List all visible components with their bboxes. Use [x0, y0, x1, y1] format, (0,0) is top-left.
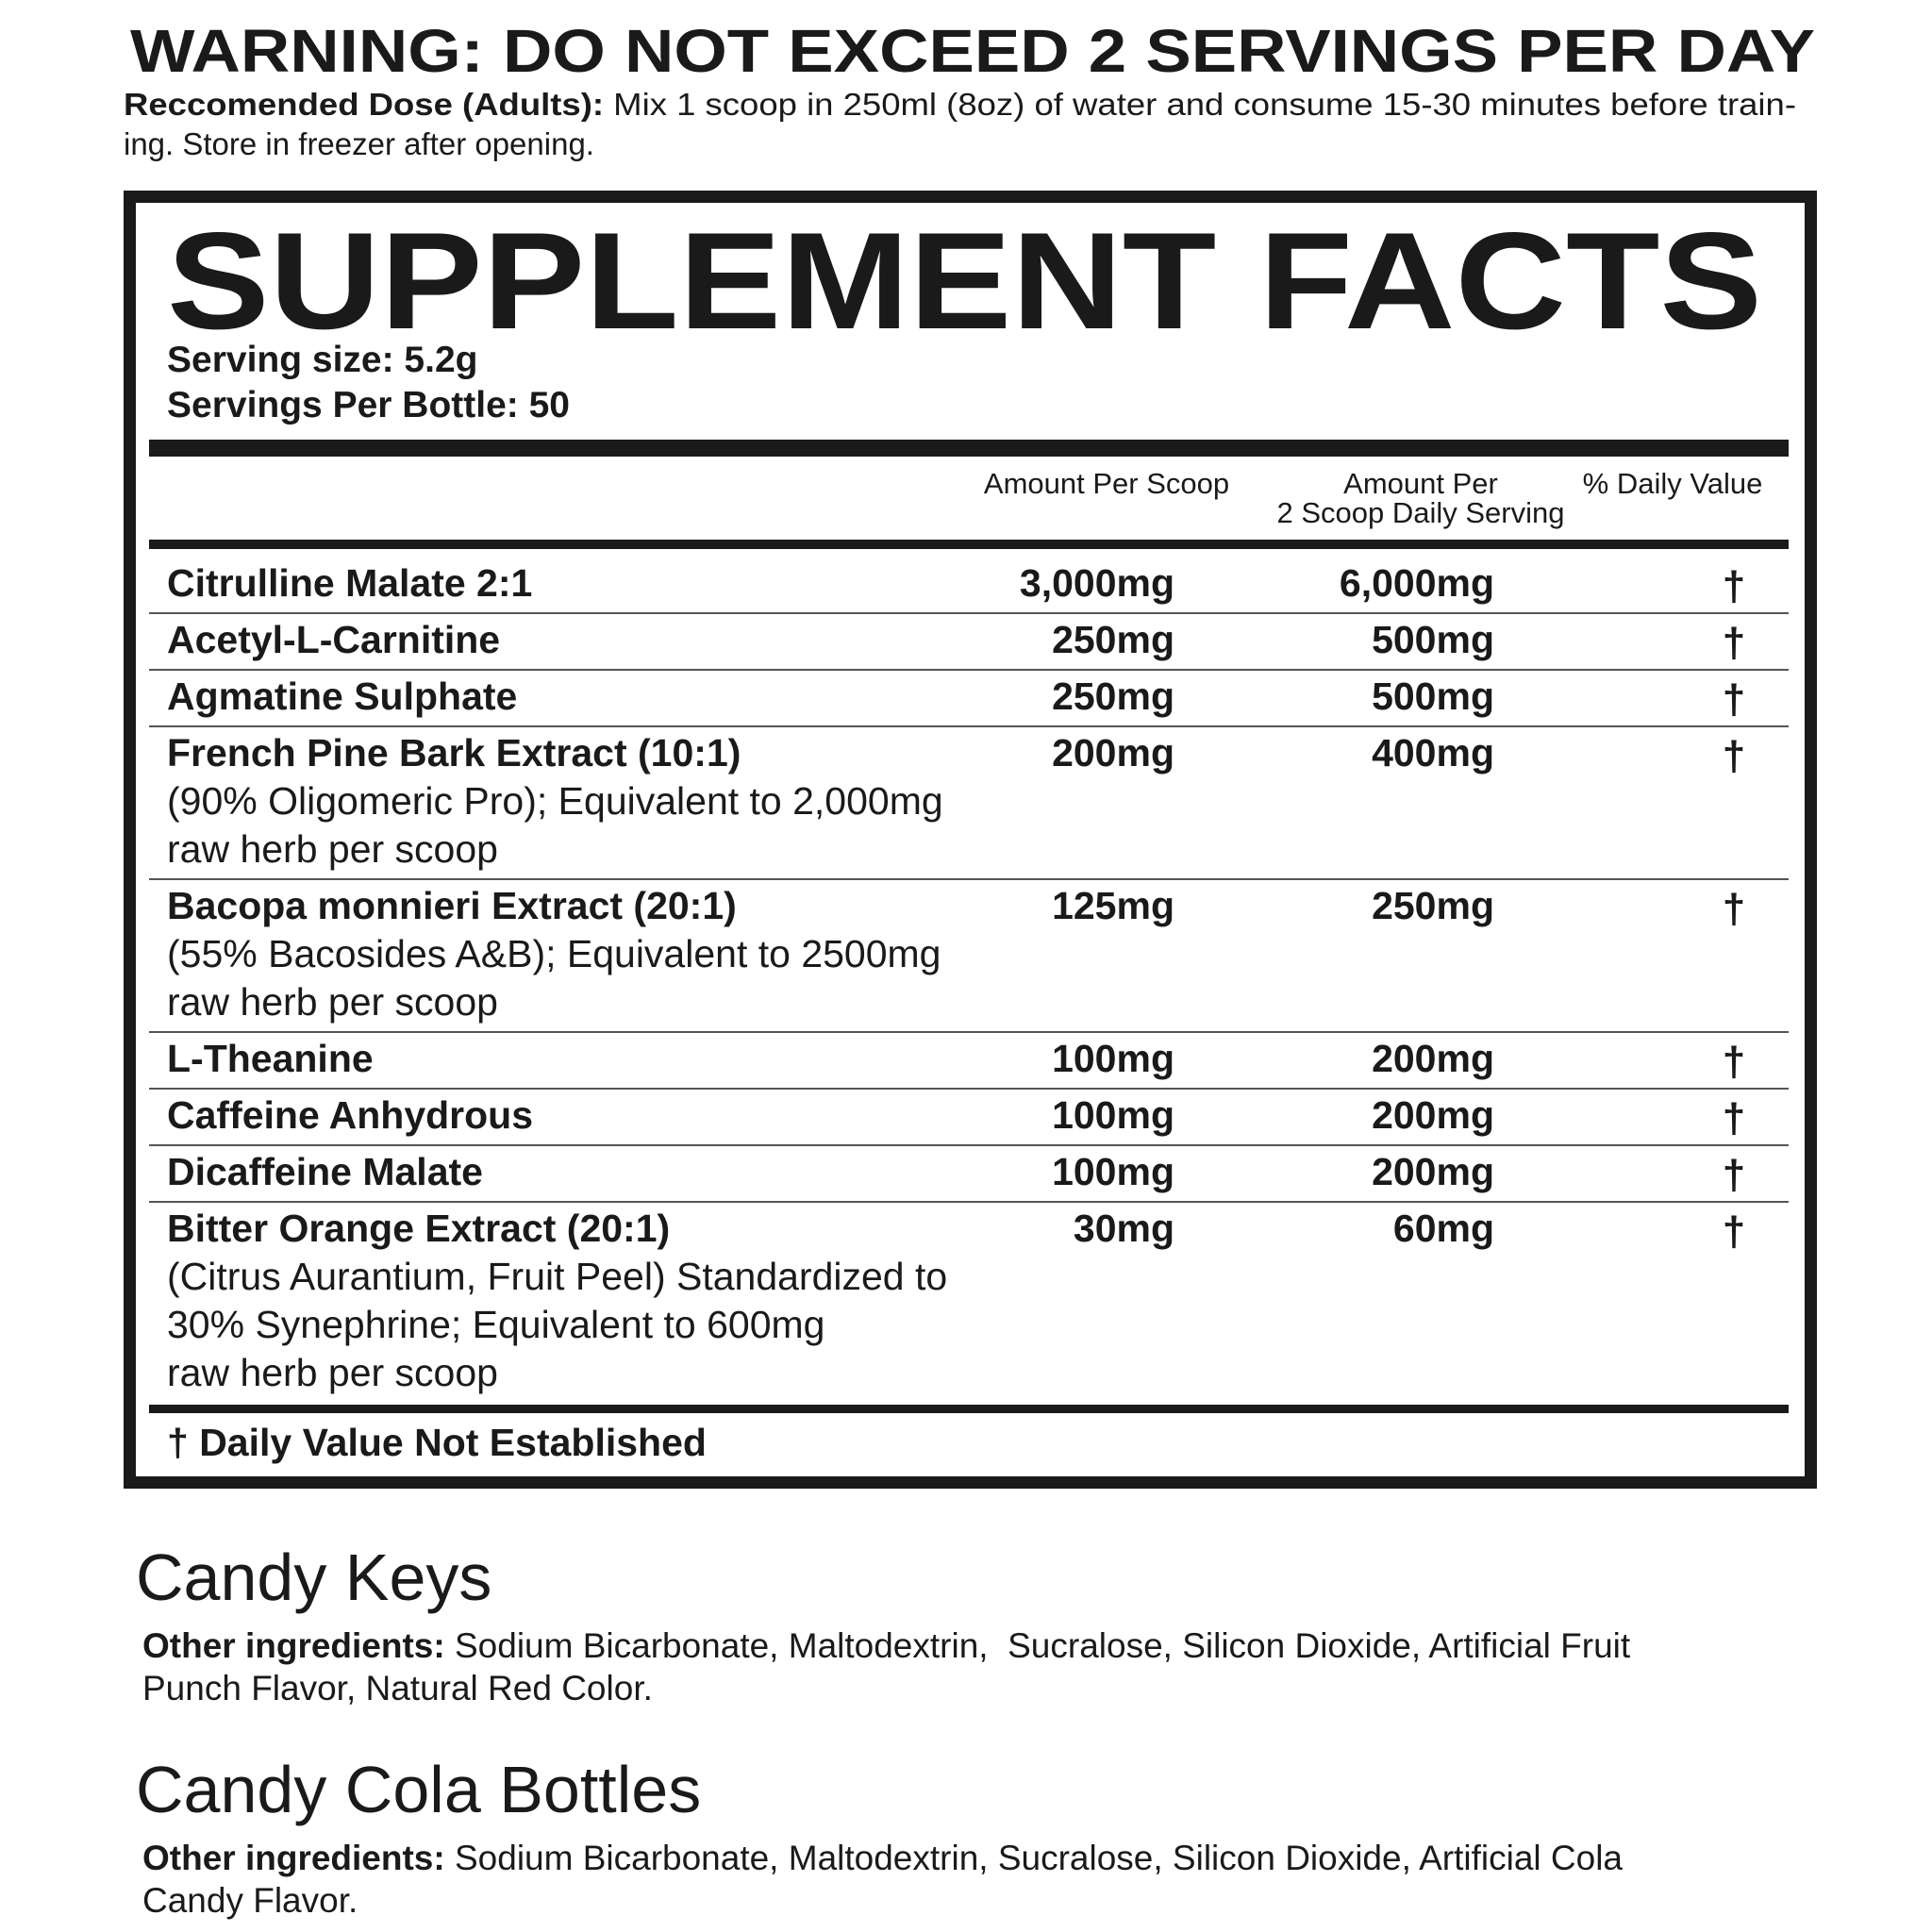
- per-scoop: 3,000mg: [1020, 561, 1174, 605]
- ingredients-text: Sodium Bicarbonate, Maltodextrin, Sucral…: [445, 1839, 1624, 1877]
- dose-text: Mix 1 scoop in 250ml (8oz) of water and …: [604, 87, 1796, 122]
- column-header: % Daily Value: [1583, 467, 1763, 500]
- per-serving: 200mg: [1372, 1093, 1494, 1137]
- per-serving: 60mg: [1393, 1207, 1494, 1250]
- per-scoop: 200mg: [1052, 731, 1174, 774]
- per-scoop: 100mg: [1052, 1037, 1174, 1080]
- ingredient-detail: (55% Bacosides A&B); Equivalent to 2500m…: [167, 932, 941, 975]
- ingredients-line: Candy Flavor.: [142, 1881, 358, 1920]
- footnote: † Daily Value Not Established: [167, 1421, 707, 1464]
- ingredient-name: Dicaffeine Malate: [167, 1150, 483, 1193]
- flavors: Candy Keys Other ingredients: Sodium Bica…: [136, 1541, 1631, 1920]
- ingredient-detail: 30% Synephrine; Equivalent to 600mg: [167, 1303, 824, 1346]
- bottom-rule: [149, 1405, 1789, 1413]
- row-rule: [149, 1201, 1789, 1203]
- dose-line: Reccomended Dose (Adults): Mix 1 scoop i…: [124, 87, 1796, 122]
- daily-value: †: [1723, 620, 1745, 666]
- ingredients-label: Other ingredients:: [142, 1626, 445, 1665]
- flavor-name: Candy Keys: [136, 1541, 491, 1614]
- daily-value: †: [1723, 1039, 1745, 1085]
- ingredients-line: Other ingredients: Sodium Bicarbonate, M…: [142, 1626, 1631, 1665]
- ingredient-detail: raw herb per scoop: [167, 827, 498, 871]
- per-scoop: 100mg: [1052, 1150, 1174, 1193]
- ingredient-name: Caffeine Anhydrous: [167, 1093, 533, 1137]
- warning: WARNING: DO NOT EXCEED 2 SERVINGS PER DA…: [130, 17, 1815, 85]
- row-rule: [149, 1031, 1789, 1033]
- daily-value: †: [1723, 886, 1745, 932]
- serving-size: Serving size: 5.2g: [167, 340, 477, 380]
- per-serving: 250mg: [1372, 884, 1494, 927]
- column-header: Amount Per Scoop: [984, 467, 1229, 500]
- facts-title: SUPPLEMENT FACTS: [167, 204, 1762, 358]
- daily-value: †: [1723, 733, 1745, 779]
- row-rule: [149, 612, 1789, 614]
- ingredients-label: Other ingredients:: [142, 1839, 445, 1877]
- thick-rule: [149, 440, 1789, 457]
- dose-label: Reccomended Dose (Adults):: [124, 87, 604, 122]
- ingredient-name: Acetyl-L-Carnitine: [167, 618, 500, 661]
- per-scoop: 125mg: [1052, 884, 1174, 927]
- ingredient-detail: (Citrus Aurantium, Fruit Peel) Standardi…: [167, 1255, 947, 1298]
- ingredient-detail: raw herb per scoop: [167, 1351, 498, 1394]
- column-header: 2 Scoop Daily Serving: [1277, 496, 1565, 529]
- facts-box: [124, 191, 1817, 1489]
- per-scoop: 250mg: [1052, 675, 1174, 718]
- per-scoop: 100mg: [1052, 1093, 1174, 1137]
- flavor-name: Candy Cola Bottles: [136, 1753, 701, 1826]
- per-serving: 500mg: [1372, 675, 1494, 718]
- ingredients-text: Sodium Bicarbonate, Maltodextrin, Sucral…: [445, 1626, 1631, 1665]
- dose-text: ing. Store in freezer after opening.: [124, 126, 594, 161]
- row-rule: [149, 669, 1789, 671]
- row-rule: [149, 878, 1789, 880]
- rows: Citrulline Malate 2:1 3,000mg 6,000mg † Acet…: [149, 561, 1789, 1413]
- per-serving: 200mg: [1372, 1150, 1494, 1193]
- row-rule: [149, 725, 1789, 727]
- ingredient-name: Bacopa monnieri Extract (20:1): [167, 884, 737, 927]
- per-serving: 500mg: [1372, 618, 1494, 661]
- ingredient-detail: (90% Oligomeric Pro); Equivalent to 2,00…: [167, 779, 943, 823]
- per-scoop: 250mg: [1052, 618, 1174, 661]
- daily-value: †: [1723, 676, 1745, 723]
- ingredients-line: Other ingredients: Sodium Bicarbonate, M…: [142, 1839, 1623, 1877]
- ingredient-name: Agmatine Sulphate: [167, 675, 517, 718]
- ingredient-name: L-Theanine: [167, 1037, 374, 1080]
- ingredients-line: Punch Flavor, Natural Red Color.: [142, 1669, 653, 1707]
- per-scoop: 30mg: [1074, 1207, 1174, 1250]
- daily-value: †: [1723, 1208, 1745, 1255]
- servings-per-bottle: Servings Per Bottle: 50: [167, 385, 570, 425]
- per-serving: 400mg: [1372, 731, 1494, 774]
- column-header: Amount Per: [1343, 467, 1498, 500]
- daily-value: †: [1723, 563, 1745, 609]
- ingredient-name: French Pine Bark Extract (10:1): [167, 731, 741, 774]
- ingredient-name: Citrulline Malate 2:1: [167, 561, 532, 605]
- ingredient-name: Bitter Orange Extract (20:1): [167, 1207, 670, 1250]
- header-rule: [149, 540, 1789, 549]
- ingredient-detail: raw herb per scoop: [167, 980, 498, 1024]
- row-rule: [149, 1088, 1789, 1090]
- daily-value: †: [1723, 1152, 1745, 1198]
- per-serving: 200mg: [1372, 1037, 1494, 1080]
- daily-value: †: [1723, 1095, 1745, 1141]
- row-rule: [149, 1144, 1789, 1146]
- per-serving: 6,000mg: [1340, 561, 1494, 605]
